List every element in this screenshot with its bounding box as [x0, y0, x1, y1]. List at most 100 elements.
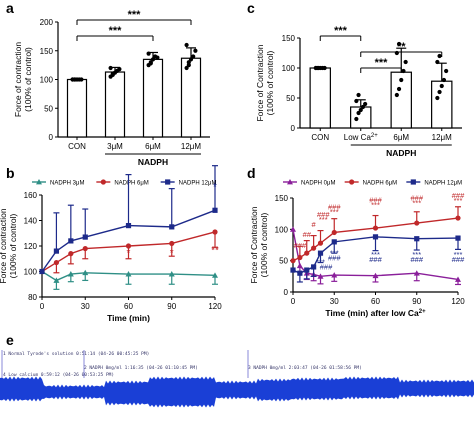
superscript: 2+ [419, 309, 426, 315]
bar [309, 67, 331, 129]
data-point [191, 54, 196, 59]
significance-label: *** [109, 25, 123, 37]
marker-square [304, 267, 310, 273]
significance-mark: *** [412, 250, 421, 259]
significance-mark: ### [320, 262, 333, 271]
significance-mark: *** [330, 207, 339, 216]
marker-circle [82, 245, 88, 252]
y-tick-label: 160 [24, 191, 38, 200]
y-axis-label: Force of Contraction [255, 44, 265, 121]
x-tick-label: 90 [167, 302, 176, 311]
data-point [110, 72, 115, 77]
x-tick-label: 60 [371, 297, 380, 306]
y-tick-label: 200 [40, 18, 54, 27]
marker-square [311, 264, 317, 270]
data-point [72, 77, 77, 82]
x-tick-label: CON [68, 142, 86, 151]
legend-label: NADPH 6μM [363, 181, 397, 187]
significance-mark: * [170, 248, 174, 259]
x-tick-label: 6μM [393, 133, 409, 142]
data-point [79, 77, 84, 82]
data-point [399, 77, 404, 83]
significance-label: *** [375, 57, 389, 69]
data-point [444, 68, 449, 74]
marker-circle [297, 254, 303, 261]
marker-triangle [82, 269, 89, 276]
x-axis-label: Time (min) after low Ca2+ [325, 308, 426, 318]
group-label: NADPH [138, 157, 168, 167]
x-tick-label: 120 [208, 302, 222, 311]
y-tick-label: 100 [24, 268, 38, 277]
y-tick-label: 0 [291, 124, 296, 133]
significance-mark: ### [369, 255, 382, 264]
x-axis-label: Time (min) [107, 313, 150, 323]
legend-label: NADPH 12μM [424, 181, 462, 187]
significance-mark: *** [316, 257, 325, 266]
significance-mark: ### [410, 194, 423, 203]
marker-square [169, 224, 175, 230]
significance-mark: ### [328, 254, 341, 263]
significance-mark: ### [410, 255, 423, 264]
marker-circle [455, 215, 461, 221]
marker-triangle [67, 271, 74, 277]
x-tick-label: CON [311, 133, 329, 142]
significance-mark: # [312, 220, 317, 229]
data-point [363, 101, 368, 107]
panel-label-b: b [6, 165, 15, 181]
panel-label-c: c [247, 0, 255, 16]
y-axis-label: Force of contraction [13, 42, 23, 117]
data-point [435, 95, 440, 101]
data-point [401, 68, 406, 74]
y-tick-label: 100 [275, 225, 289, 234]
marker-square [331, 239, 337, 245]
marker-square [317, 250, 324, 256]
marker-circle [317, 240, 324, 246]
marker-square [212, 207, 218, 213]
significance-mark: ### [452, 191, 465, 200]
x-tick-label: 90 [412, 297, 421, 306]
data-point [437, 53, 442, 59]
marker-triangle [413, 270, 420, 276]
marker-square [372, 234, 379, 240]
y-axis-label-2: (100% of control) [265, 50, 275, 115]
significance-mark: * [213, 182, 217, 193]
data-point [354, 116, 359, 122]
x-tick-label: 120 [451, 297, 465, 306]
y-tick-label: 50 [279, 257, 288, 266]
panel-label-d: d [247, 165, 256, 181]
marker-triangle [125, 271, 132, 277]
significance-mark: ### [317, 210, 330, 219]
data-point [358, 107, 363, 113]
chart-b: 80 100 120 140 160 0 30 60 90 120 Time (min) Force … [0, 165, 222, 323]
data-point [356, 92, 361, 98]
marker-circle [290, 258, 296, 264]
y-axis-label-2: (100% of control) [8, 213, 18, 278]
chart-e-trace: 1 Normal Tyrode's solution 0:51:14 (04-2… [0, 348, 474, 421]
data-point [315, 65, 321, 71]
y-tick-label: 0 [49, 133, 54, 142]
marker-square [455, 235, 461, 241]
superscript: 2+ [371, 133, 378, 139]
significance-mark: *** [371, 250, 380, 259]
y-tick-label: 150 [40, 47, 54, 56]
marker-square [410, 179, 416, 185]
x-tick-label: 0 [40, 302, 45, 311]
y-tick-label: 80 [28, 293, 37, 302]
data-point [186, 63, 191, 68]
x-tick-label: 30 [330, 297, 339, 306]
significance-label: *** [128, 9, 142, 21]
data-point [439, 83, 444, 89]
y-tick-label: 50 [286, 94, 295, 103]
marker-circle [53, 259, 60, 266]
data-point [188, 57, 194, 62]
y-tick-label: 120 [24, 242, 38, 251]
marker-circle [311, 245, 317, 251]
y-axis-label-2: (100% of control) [23, 47, 33, 112]
significance-mark: ## [303, 230, 312, 239]
marker-square [290, 267, 296, 273]
marker-square [53, 248, 60, 254]
marker-circle [349, 179, 355, 185]
data-point [396, 41, 402, 47]
data-point [184, 42, 189, 48]
significance-mark: *** [412, 199, 421, 208]
